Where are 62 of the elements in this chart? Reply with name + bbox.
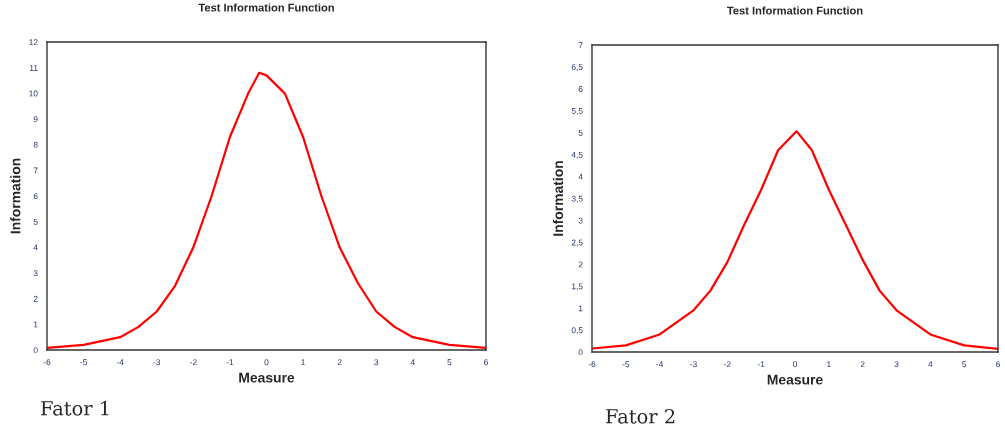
x-tick-label: -3 xyxy=(690,361,697,368)
y-tick-label: 5,5 xyxy=(571,108,583,115)
x-tick-label: 6 xyxy=(484,359,488,366)
y-tick-label: 2,5 xyxy=(571,239,583,247)
x-tick-label: 0 xyxy=(264,359,269,366)
x-tick-label: -1 xyxy=(226,359,234,366)
x-tick-label: 4 xyxy=(928,361,933,368)
text: Fator 1 xyxy=(41,400,109,416)
x-tick-label: 5 xyxy=(447,359,452,366)
y-tick-label: 4 xyxy=(578,173,583,180)
y-tick-label: 6 xyxy=(578,86,583,92)
y-tick-label: 2 xyxy=(578,261,583,268)
text: Fator 2 xyxy=(606,408,675,424)
x-tick-label: 3 xyxy=(894,361,899,368)
x-tick-label: -6 xyxy=(43,359,51,366)
y-tick-label: 2 xyxy=(33,295,38,302)
y-axis-title: Information xyxy=(10,158,21,234)
y-tick-label: 1 xyxy=(33,321,38,328)
y-axis-title: Information xyxy=(552,161,564,236)
y-tick-label: 5 xyxy=(33,218,38,225)
x-tick-label: -4 xyxy=(116,359,124,366)
y-tick-label: 11 xyxy=(29,64,38,71)
x-tick-label: 2 xyxy=(337,359,342,366)
x-tick-label: -2 xyxy=(190,359,197,366)
x-axis-title: Measure xyxy=(239,372,295,383)
x-tick-label: -2 xyxy=(724,361,731,368)
y-tick-label: 3 xyxy=(33,270,38,277)
y-tick-label: 7 xyxy=(33,167,38,174)
y-tick-label: 1 xyxy=(578,305,583,312)
y-tick-label: 5 xyxy=(578,130,583,136)
x-tick-label: 5 xyxy=(962,361,967,368)
y-tick-label: 6 xyxy=(33,193,38,200)
x-tick-label: 6 xyxy=(996,361,1000,368)
x-tick-label: -4 xyxy=(656,361,664,368)
chart-title: Test Information Function xyxy=(198,3,334,12)
y-tick-label: 6,5 xyxy=(571,64,583,72)
y-tick-label: 8 xyxy=(33,141,38,148)
y-tick-label: 0,5 xyxy=(571,327,583,335)
y-tick-label: 3,5 xyxy=(571,195,583,203)
x-tick-label: 1 xyxy=(301,359,305,366)
y-tick-label: 9 xyxy=(33,116,38,123)
y-tick-label: 4,5 xyxy=(571,151,583,159)
x-tick-label: 3 xyxy=(374,359,379,366)
y-tick-label: 10 xyxy=(29,90,38,97)
x-tick-label: 0 xyxy=(793,361,797,368)
y-tick-label: 12 xyxy=(29,39,38,46)
chart-title: Test Information Function xyxy=(727,6,863,15)
y-tick-label: 3 xyxy=(578,217,583,224)
y-tick-label: 4 xyxy=(33,244,38,251)
x-tick-label: -5 xyxy=(80,359,87,366)
x-tick-label: -3 xyxy=(153,359,161,366)
y-tick-label: 7 xyxy=(578,42,583,49)
y-tick-label: 0 xyxy=(33,347,38,354)
x-tick-label: 1 xyxy=(827,361,831,368)
x-tick-label: 4 xyxy=(410,359,415,366)
x-tick-label: -1 xyxy=(757,361,765,368)
x-tick-label: -5 xyxy=(622,361,630,368)
x-tick-label: 2 xyxy=(860,361,865,368)
y-tick-label: 0 xyxy=(578,349,583,356)
y-tick-label: 1,5 xyxy=(572,283,583,291)
x-axis-title: Measure xyxy=(767,374,823,385)
x-tick-label: -6 xyxy=(588,361,596,368)
